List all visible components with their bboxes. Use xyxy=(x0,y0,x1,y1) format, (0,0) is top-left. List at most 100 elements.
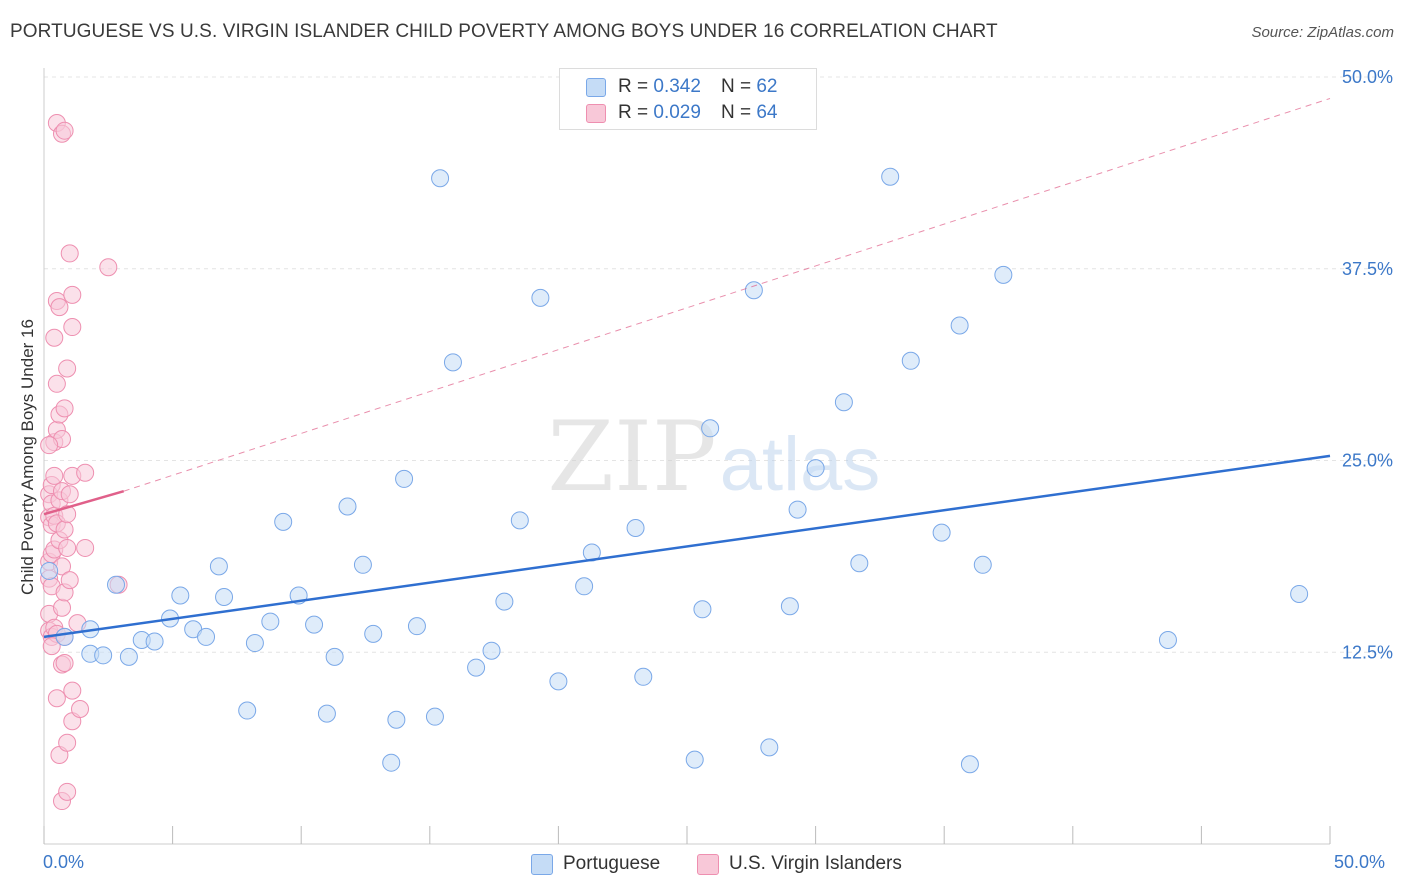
point-portuguese xyxy=(94,646,113,665)
point-portuguese xyxy=(40,561,59,580)
point-virgin-islanders xyxy=(60,244,79,263)
point-virgin-islanders xyxy=(63,285,82,304)
legend-n-label: N = xyxy=(720,76,752,97)
watermark-atlas: atlas xyxy=(720,422,881,507)
legend-n-value: 62 xyxy=(756,76,778,97)
point-portuguese xyxy=(364,624,383,643)
legend-r-value: 0.342 xyxy=(653,76,701,97)
point-virgin-islanders xyxy=(47,689,66,708)
point-portuguese xyxy=(575,577,594,596)
point-virgin-islanders xyxy=(63,681,82,700)
legend-row-virgin-islanders: R = 0.029 N = 64 xyxy=(586,100,777,126)
point-portuguese xyxy=(382,753,401,772)
point-portuguese xyxy=(744,281,763,300)
axes xyxy=(43,68,1331,845)
point-portuguese xyxy=(760,738,779,757)
point-portuguese xyxy=(626,518,645,537)
point-virgin-islanders xyxy=(63,318,82,337)
point-portuguese xyxy=(238,701,257,720)
point-virgin-islanders xyxy=(53,598,72,617)
watermark: ZIP atlas xyxy=(547,401,880,513)
bottom-legend-portuguese: Portuguese xyxy=(531,851,660,877)
point-portuguese xyxy=(881,167,900,186)
trend-lines xyxy=(43,98,1331,639)
point-virgin-islanders xyxy=(58,733,77,752)
x-tick-label-max: 50.0% xyxy=(1334,852,1386,872)
series-virgin-islanders xyxy=(40,114,128,811)
point-portuguese xyxy=(850,554,869,573)
point-portuguese xyxy=(215,588,234,607)
point-portuguese xyxy=(245,634,264,653)
y-tick-label: 50.0% xyxy=(1342,67,1393,87)
watermark-zip: ZIP xyxy=(547,401,716,513)
legend-n-value: 64 xyxy=(756,102,778,123)
point-portuguese xyxy=(431,169,450,188)
point-portuguese xyxy=(685,750,704,769)
point-virgin-islanders xyxy=(58,782,77,801)
point-portuguese xyxy=(634,667,653,686)
point-portuguese xyxy=(701,419,720,438)
bottom-legend-swatch-virgin-islanders xyxy=(697,853,719,875)
y-tick-labels: 12.5% 25.0% 37.5% 50.0% xyxy=(1342,67,1393,662)
point-virgin-islanders xyxy=(55,121,74,140)
point-portuguese xyxy=(407,617,426,636)
point-portuguese xyxy=(274,512,293,531)
chart-title: PORTUGUESE VS U.S. VIRGIN ISLANDER CHILD… xyxy=(10,21,998,42)
point-portuguese xyxy=(994,265,1013,284)
point-portuguese xyxy=(171,586,190,605)
point-portuguese xyxy=(495,592,514,611)
y-tick-label: 25.0% xyxy=(1342,451,1393,471)
point-virgin-islanders xyxy=(58,538,77,557)
point-virgin-islanders xyxy=(76,463,95,482)
point-portuguese xyxy=(55,627,74,646)
point-virgin-islanders xyxy=(42,637,61,656)
y-tick-label: 12.5% xyxy=(1342,642,1393,662)
point-virgin-islanders xyxy=(50,298,69,317)
point-portuguese xyxy=(510,511,529,530)
point-portuguese xyxy=(960,755,979,774)
point-portuguese xyxy=(317,704,336,723)
point-virgin-islanders xyxy=(55,520,74,539)
trend-line-portuguese xyxy=(43,454,1331,639)
point-virgin-islanders xyxy=(45,466,64,485)
grid-lines xyxy=(44,76,1392,653)
legend-r-label: R = xyxy=(618,102,649,123)
point-portuguese xyxy=(145,632,164,651)
point-portuguese xyxy=(197,627,216,646)
point-portuguese xyxy=(482,641,501,660)
point-portuguese xyxy=(107,575,126,594)
point-portuguese xyxy=(209,557,228,576)
bottom-legend-label-virgin-islanders: U.S. Virgin Islanders xyxy=(729,853,902,874)
point-virgin-islanders xyxy=(71,700,90,719)
point-portuguese xyxy=(443,353,462,372)
point-portuguese xyxy=(119,647,138,666)
legend-swatch-virgin-islanders xyxy=(586,103,606,123)
legend-row-portuguese: R = 0.342 N = 62 xyxy=(586,74,777,100)
point-portuguese xyxy=(806,459,825,478)
point-virgin-islanders xyxy=(55,399,74,418)
point-portuguese xyxy=(261,612,280,631)
point-virgin-islanders xyxy=(47,374,66,393)
legend-swatch-portuguese xyxy=(586,77,606,97)
trend-line-virgin-islanders xyxy=(43,489,125,516)
point-portuguese xyxy=(932,523,951,542)
point-portuguese xyxy=(325,647,344,666)
point-portuguese xyxy=(338,497,357,516)
point-virgin-islanders xyxy=(60,571,79,590)
point-portuguese xyxy=(1158,630,1177,649)
point-portuguese xyxy=(387,710,406,729)
legend-r-value: 0.029 xyxy=(653,102,701,123)
point-portuguese xyxy=(531,288,550,307)
point-virgin-islanders xyxy=(58,359,77,378)
x-tick-label-min: 0.0% xyxy=(43,852,85,872)
point-virgin-islanders xyxy=(60,485,79,504)
point-portuguese xyxy=(950,316,969,335)
bottom-legend-virgin-islanders: U.S. Virgin Islanders xyxy=(697,851,902,877)
point-portuguese xyxy=(1290,584,1309,603)
point-virgin-islanders xyxy=(55,653,74,672)
point-portuguese xyxy=(395,469,414,488)
point-virgin-islanders xyxy=(99,258,118,277)
legend-r-label: R = xyxy=(618,76,649,97)
point-virgin-islanders xyxy=(45,328,64,347)
